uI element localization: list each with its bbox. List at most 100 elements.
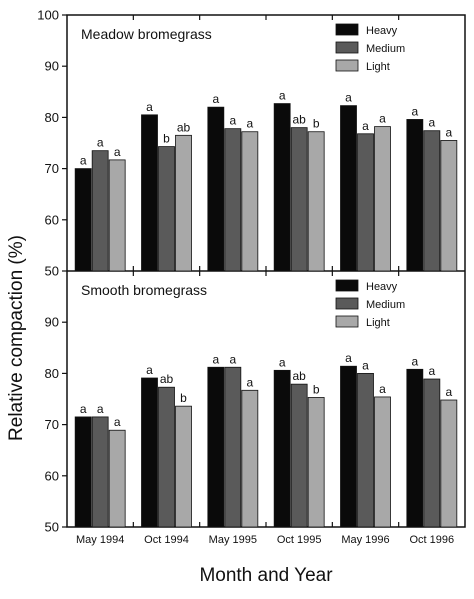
significance-label: a <box>146 100 153 114</box>
y-tick-label: 90 <box>45 315 59 330</box>
significance-label: a <box>114 145 121 159</box>
bar-heavy-2 <box>207 366 225 528</box>
legend-label-medium: Medium <box>366 43 405 55</box>
significance-label: a <box>279 355 286 369</box>
significance-label: a <box>97 402 104 416</box>
legend-label-light: Light <box>366 317 390 329</box>
significance-label: a <box>80 402 87 416</box>
x-tick-label: May 1994 <box>76 534 124 546</box>
y-tick-label: 60 <box>45 212 59 227</box>
significance-label: ab <box>177 120 191 134</box>
legend-swatch-heavy <box>335 279 359 292</box>
significance-label: a <box>279 89 286 103</box>
legend-swatch-light <box>335 59 359 72</box>
y-tick-label: 50 <box>45 520 59 535</box>
bar-light-3 <box>307 131 325 272</box>
significance-label: a <box>246 375 253 389</box>
bar-medium-4 <box>357 372 374 528</box>
significance-label: a <box>428 116 435 130</box>
bar-heavy-0 <box>74 416 92 528</box>
legend-swatch-heavy <box>335 23 359 36</box>
significance-label: a <box>345 91 352 105</box>
bar-heavy-4 <box>340 105 357 272</box>
legend-swatch-medium <box>335 41 359 54</box>
legend-label-medium: Medium <box>366 299 405 311</box>
bar-light-1 <box>175 405 192 528</box>
significance-label: a <box>229 352 236 366</box>
bar-heavy-4 <box>340 365 357 528</box>
significance-label: a <box>229 114 236 128</box>
y-tick-label: 70 <box>45 417 59 432</box>
y-tick-label: 70 <box>45 161 59 176</box>
bar-heavy-3 <box>273 103 291 272</box>
significance-label: b <box>313 117 320 131</box>
y-tick-label: 80 <box>45 110 59 125</box>
bar-light-5 <box>440 399 458 528</box>
x-tick-label: May 1996 <box>341 534 389 546</box>
significance-label: a <box>411 104 418 118</box>
bar-light-5 <box>440 140 458 272</box>
x-tick-label: Oct 1996 <box>410 534 455 546</box>
bar-heavy-2 <box>207 106 225 272</box>
significance-label: a <box>445 125 452 139</box>
y-axis-title: Relative compaction (%) <box>6 235 27 441</box>
bar-heavy-1 <box>141 377 158 528</box>
significance-label: b <box>180 391 187 405</box>
bar-medium-0 <box>91 150 109 272</box>
significance-label: a <box>212 352 219 366</box>
significance-label: ab <box>292 113 306 127</box>
significance-label: a <box>379 112 386 126</box>
panel-title: Meadow bromegrass <box>81 26 212 42</box>
significance-label: ab <box>160 372 174 386</box>
x-tick-label: Oct 1995 <box>277 534 322 546</box>
bar-medium-5 <box>423 378 441 528</box>
bar-heavy-5 <box>406 368 424 528</box>
legend-swatch-light <box>335 315 359 328</box>
significance-label: b <box>313 382 320 396</box>
significance-label: a <box>411 354 418 368</box>
significance-label: a <box>114 415 121 429</box>
y-tick-label: 80 <box>45 366 59 381</box>
significance-label: a <box>379 382 386 396</box>
bar-medium-3 <box>290 383 308 528</box>
bar-medium-2 <box>224 366 242 528</box>
x-axis-title: Month and Year <box>199 565 333 586</box>
significance-label: a <box>428 364 435 378</box>
bar-heavy-3 <box>273 369 291 528</box>
significance-label: a <box>80 154 87 168</box>
bar-light-3 <box>307 397 325 528</box>
bar-light-4 <box>374 126 391 272</box>
significance-label: b <box>163 132 170 146</box>
bar-heavy-5 <box>406 119 424 272</box>
legend-label-heavy: Heavy <box>366 25 398 37</box>
bar-medium-1 <box>158 386 175 528</box>
significance-label: a <box>212 92 219 106</box>
significance-label: a <box>362 119 369 133</box>
significance-label: a <box>246 117 253 131</box>
legend-label-heavy: Heavy <box>366 281 398 293</box>
bar-medium-3 <box>290 127 308 272</box>
significance-label: a <box>146 363 153 377</box>
bar-light-4 <box>374 396 391 528</box>
significance-label: a <box>97 136 104 150</box>
y-tick-label: 90 <box>45 59 59 74</box>
x-tick-label: Oct 1994 <box>144 534 189 546</box>
y-tick-label: 50 <box>45 264 59 279</box>
bar-medium-5 <box>423 130 441 272</box>
y-tick-label: 100 <box>37 8 59 23</box>
bar-medium-0 <box>91 416 109 528</box>
significance-label: a <box>345 351 352 365</box>
bar-medium-2 <box>224 128 242 272</box>
panel-title: Smooth bromegrass <box>81 282 207 298</box>
bar-light-2 <box>241 131 259 272</box>
legend-label-light: Light <box>366 61 390 73</box>
bar-light-0 <box>108 159 126 272</box>
significance-label: a <box>445 385 452 399</box>
bar-medium-1 <box>158 146 175 272</box>
significance-label: ab <box>292 369 306 383</box>
significance-label: a <box>362 358 369 372</box>
legend-swatch-medium <box>335 297 359 310</box>
